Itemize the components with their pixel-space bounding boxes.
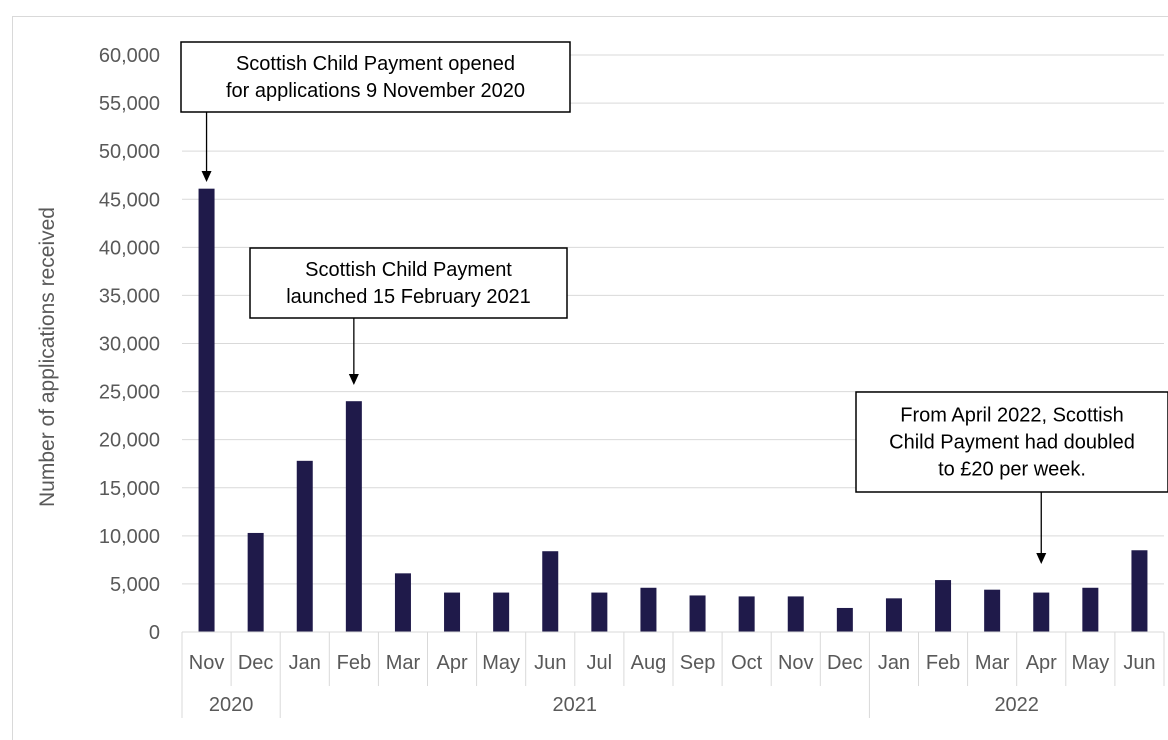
y-tick-label: 0 [149,622,160,644]
annotation-text: Scottish Child Payment [305,259,512,281]
y-tick-label: 60,000 [99,45,160,67]
x-tick-label: Feb [926,652,960,674]
x-tick-label: Apr [1026,652,1057,674]
bar [787,596,804,632]
annotation-text: Child Payment had doubled [889,432,1135,454]
y-tick-label: 30,000 [99,334,160,356]
bar [935,580,952,632]
x-tick-label: Jun [1123,652,1155,674]
x-tick-label: Jan [878,652,910,674]
year-label: 2020 [209,694,254,716]
x-tick-label: Feb [337,652,371,674]
y-tick-label: 5,000 [110,574,160,596]
bar [640,587,657,632]
y-tick-label: 15,000 [99,478,160,500]
y-tick-label: 50,000 [99,141,160,163]
annotation-text: for applications 9 November 2020 [226,80,525,102]
y-tick-label: 55,000 [99,93,160,115]
y-tick-label: 45,000 [99,189,160,211]
y-axis-title: Number of applications received [36,207,59,507]
annotation: From April 2022, Scottish Child Payment h… [855,391,1168,564]
x-tick-label: Apr [436,652,467,674]
x-tick-label: Dec [238,652,274,674]
x-tick-label: Jan [289,652,321,674]
bar [444,592,461,632]
y-tick-label: 10,000 [99,526,160,548]
y-tick-label: 20,000 [99,430,160,452]
bar [345,401,362,632]
x-tick-label: Oct [731,652,763,674]
bar [1131,550,1148,632]
x-tick-label: Nov [189,652,225,674]
annotation-text: From April 2022, Scottish [900,405,1123,427]
annotation-arrowhead [201,171,212,182]
chart-frame [12,16,1168,740]
bar [198,188,215,632]
x-tick-label: Jul [587,652,613,674]
x-tick-label: Sep [680,652,716,674]
bar [542,551,559,632]
bar [984,589,1001,632]
bar [247,532,264,632]
annotation-text: Scottish Child Payment opened [236,53,515,75]
annotation-arrowhead [348,374,359,385]
year-label: 2022 [994,694,1039,716]
x-tick-label: May [482,652,520,674]
bar [738,596,755,632]
bar [836,607,853,632]
y-tick-label: 25,000 [99,382,160,404]
x-tick-label: May [1071,652,1109,674]
x-tick-label: Nov [778,652,814,674]
annotation: Scottish Child Payment launched 15 Februa… [249,247,568,385]
annotation-text: launched 15 February 2021 [286,286,531,308]
x-tick-label: Dec [827,652,863,674]
bar [296,460,313,632]
annotation-box [180,41,571,113]
y-axis-ticks: 0 5,000 10,000 15,000 20,000 25,000 30,000 35,0… [99,45,160,644]
annotation-box [249,247,568,319]
x-tick-label: Aug [631,652,667,674]
annotation-text: to £20 per week. [938,459,1086,481]
x-axis: Nov Dec Jan Feb Mar Apr May Jun Jul Aug Sep Oct Nov D… [181,631,1165,718]
y-tick-label: 40,000 [99,237,160,259]
x-tick-label: Mar [975,652,1010,674]
annotation-arrowhead [1036,553,1047,564]
x-tick-label: Mar [386,652,421,674]
y-tick-label: 35,000 [99,285,160,307]
bars [198,188,1148,632]
annotation: Scottish Child Payment opened for applica… [180,41,571,182]
gridlines [182,54,1164,585]
bar [689,595,706,632]
annotations: Scottish Child Payment opened for applica… [180,41,1168,564]
bar [1033,592,1050,632]
bar [493,592,510,632]
bar [394,573,411,632]
annotation-box [855,391,1168,493]
bar [885,598,902,632]
year-label: 2021 [553,694,598,716]
bar [591,592,608,632]
x-tick-label: Jun [534,652,566,674]
bar [1082,587,1099,632]
